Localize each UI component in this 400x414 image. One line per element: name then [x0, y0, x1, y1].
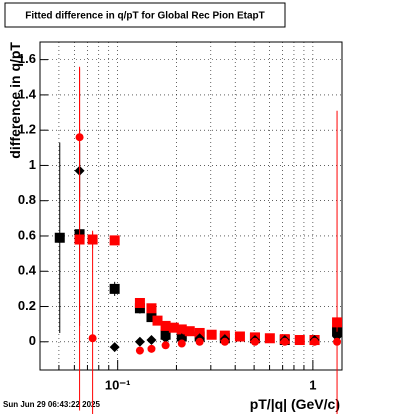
marker [134, 303, 145, 314]
marker [294, 335, 305, 346]
marker [194, 327, 205, 338]
marker [220, 337, 229, 346]
marker [234, 331, 245, 342]
y-tick-label: 1.2 [18, 122, 36, 137]
y-tick-label: 1.6 [18, 51, 36, 66]
marker [147, 344, 156, 353]
y-tick-label: 0.8 [18, 192, 36, 207]
marker [109, 283, 120, 294]
marker [109, 342, 120, 353]
marker [146, 335, 157, 346]
marker [250, 337, 259, 346]
marker [54, 232, 65, 243]
y-tick-label: 0.4 [18, 263, 37, 278]
marker [161, 341, 170, 350]
marker [134, 336, 145, 347]
x-tick-label: 1 [309, 377, 316, 392]
marker [74, 234, 85, 245]
timestamp: Sun Jun 29 06:43:22 2025 [3, 400, 100, 409]
marker [146, 303, 157, 314]
marker [195, 337, 204, 346]
y-axis-label: difference in q/pT [7, 42, 23, 159]
marker [184, 326, 195, 337]
y-tick-label: 1 [29, 157, 36, 172]
marker [177, 339, 186, 348]
marker [75, 133, 84, 142]
plot-frame [39, 41, 343, 371]
title-box [4, 2, 286, 28]
x-axis-label: pT/|q| (GeV/c) [250, 396, 340, 412]
marker [160, 333, 171, 344]
marker [280, 337, 289, 346]
marker [176, 324, 187, 335]
y-tick-label: 0.6 [18, 227, 36, 242]
marker [332, 317, 343, 328]
x-tick-label: 10⁻¹ [105, 377, 131, 392]
marker [160, 320, 171, 331]
chart-title: Fitted difference in q/pT for Global Rec… [25, 11, 264, 22]
marker [333, 337, 342, 346]
marker [206, 329, 217, 340]
marker [310, 337, 319, 346]
marker [109, 235, 120, 246]
marker [134, 297, 145, 308]
marker [135, 346, 144, 355]
marker [88, 334, 97, 343]
y-tick-label: 1.4 [18, 86, 37, 101]
y-tick-label: 0.2 [18, 298, 36, 313]
marker [264, 333, 275, 344]
marker [152, 315, 163, 326]
y-tick-label: 0 [29, 333, 36, 348]
marker [146, 312, 157, 323]
marker [168, 322, 179, 333]
